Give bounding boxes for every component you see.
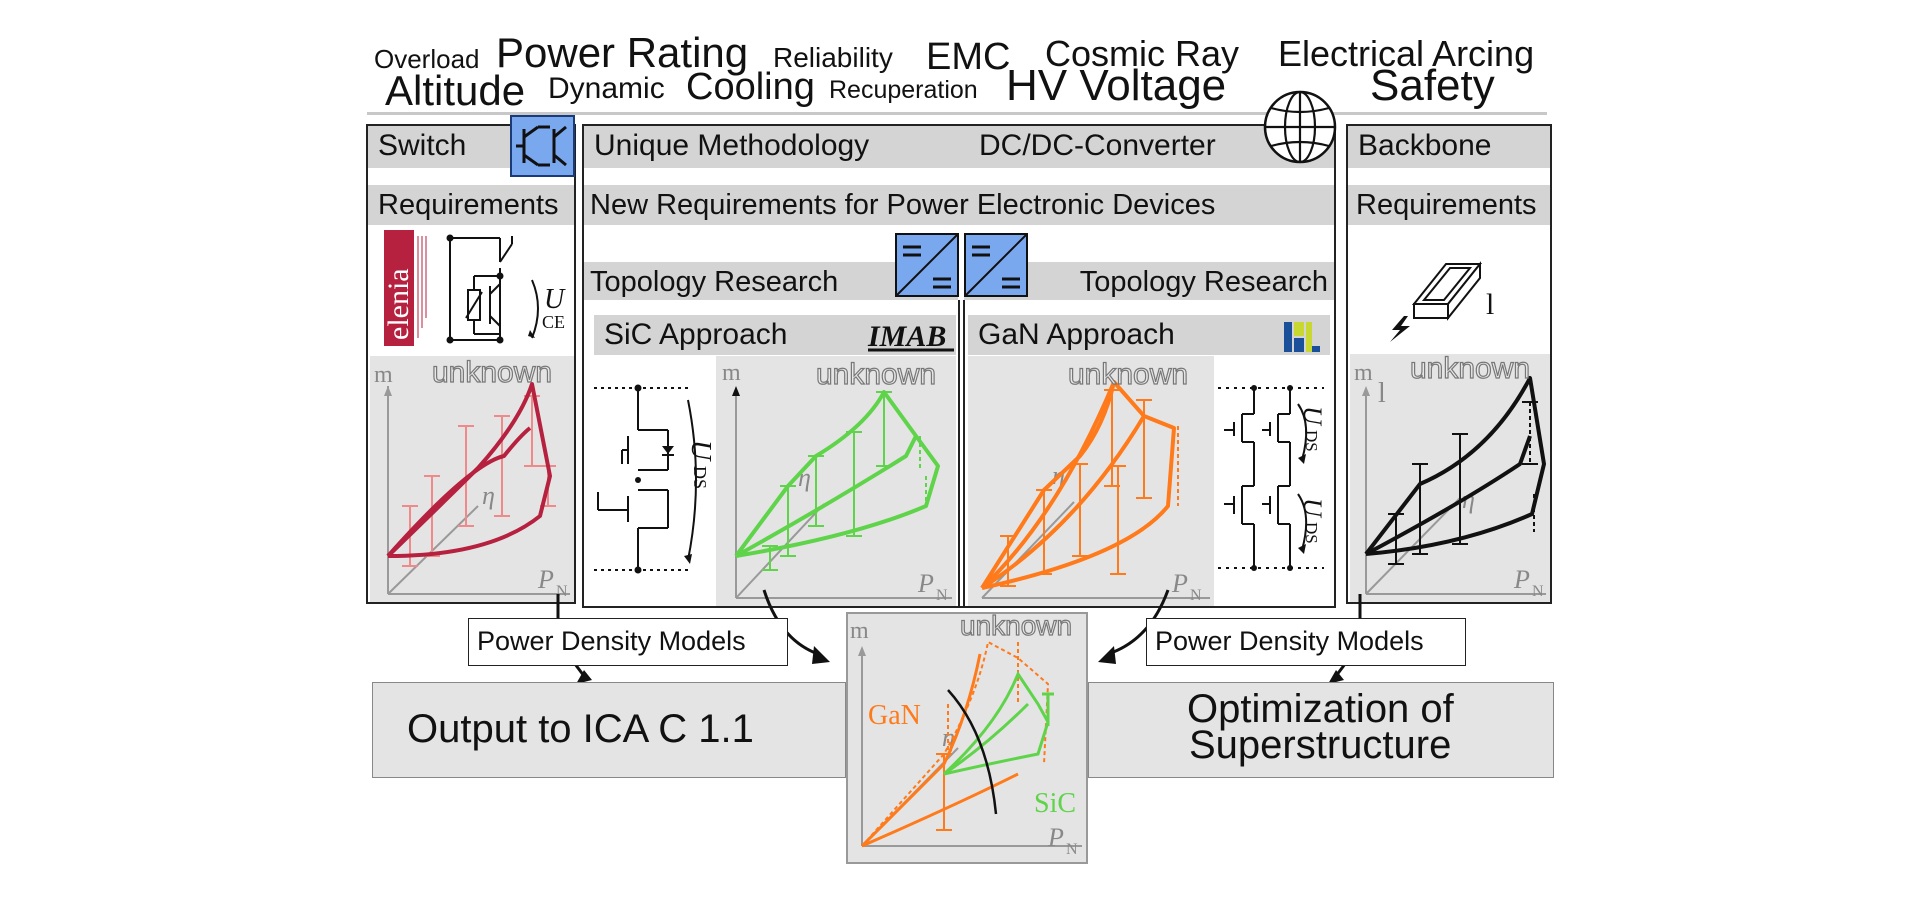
svg-text:N: N: [1532, 583, 1544, 600]
gan-halfbridge-schematic: [1214, 364, 1334, 578]
sic-approach-bar: SiC Approach: [594, 315, 956, 355]
svg-text:U: U: [1300, 406, 1327, 427]
sic-plot: m P N η: [716, 356, 956, 606]
dcdc-converter-icon-2: [964, 233, 1028, 297]
keyword-power-rating: Power Rating: [496, 29, 749, 76]
svg-text:m: m: [722, 360, 741, 386]
svg-text:GaN: GaN: [868, 700, 921, 731]
optimization-label-line2: Superstructure: [1189, 723, 1452, 767]
topology-divider: [958, 300, 960, 606]
svg-text:P: P: [1047, 823, 1064, 852]
svg-text:m: m: [850, 618, 869, 644]
optimization-bar: Optimization of Superstructure: [1088, 682, 1554, 778]
methodology-title-bar: Unique Methodology DC/DC-Converter: [584, 126, 1334, 168]
svg-text:P: P: [1513, 565, 1530, 594]
gan-institute-logo: [1282, 320, 1322, 354]
switch-plot: m P N η: [370, 356, 574, 602]
power-density-models-left: Power Density Models: [468, 618, 788, 666]
backbone-title-bar: Backbone: [1348, 126, 1550, 168]
sic-plot-unknown: unknown: [815, 357, 937, 391]
dcdc-converter-icon: [895, 233, 959, 297]
optimization-label-line1: Optimization of: [1187, 687, 1454, 731]
output-label: Output to ICA C 1.1: [407, 707, 754, 751]
svg-text:P: P: [1171, 569, 1188, 598]
gan-plot: P N η: [968, 356, 1214, 606]
imab-logo: IMAB: [866, 316, 956, 354]
svg-text:l: l: [1378, 378, 1386, 409]
keyword-altitude: Altitude: [385, 67, 526, 114]
dcdc-converter-title: DC/DC-Converter: [979, 129, 1216, 162]
methodology-title: Unique Methodology: [594, 129, 870, 162]
svg-text:elenia: elenia: [382, 268, 415, 340]
svg-text:P: P: [537, 565, 554, 594]
keyword-hv-voltage: HV Voltage: [1006, 61, 1227, 110]
svg-text:U: U: [544, 284, 566, 315]
svg-text:SiC: SiC: [1034, 788, 1076, 819]
keyword-dynamic: Dynamic: [548, 72, 665, 105]
power-density-models-right: Power Density Models: [1146, 618, 1466, 666]
svg-text:DS: DS: [1302, 522, 1321, 544]
topology-research-right-label: Topology Research: [1079, 266, 1328, 298]
svg-text:U: U: [1300, 498, 1327, 519]
keyword-electrical-arcing: Electrical Arcing: [1278, 33, 1535, 74]
topology-research-left: Topology Research: [584, 262, 958, 300]
topology-divider-right: [963, 300, 965, 606]
combined-plot: m P N η GaN SiC: [846, 612, 1088, 864]
gan-voltage-label-2: U DS: [1298, 498, 1330, 568]
busbar-icon: l: [1384, 254, 1514, 346]
svg-text:P: P: [917, 569, 934, 598]
backbone-plot: m l P N η: [1350, 354, 1550, 602]
keyword-cosmic-ray: Cosmic Ray: [1045, 33, 1240, 74]
combined-plot-unknown: unknown: [959, 609, 1073, 641]
svg-text:N: N: [936, 587, 948, 604]
gan-plot-unknown: unknown: [1067, 357, 1189, 391]
keyword-divider: [367, 112, 1547, 115]
keyword-cooling: Cooling: [686, 66, 815, 108]
svg-text:DS: DS: [1302, 430, 1321, 452]
elenia-logo: elenia: [380, 228, 432, 350]
svg-text:N: N: [1190, 587, 1202, 604]
backbone-plot-unknown: unknown: [1409, 351, 1531, 385]
svg-text:m: m: [1354, 360, 1373, 386]
svg-text:η: η: [482, 481, 495, 510]
igbt-schematic: U CE: [440, 228, 572, 350]
keyword-reliability: Reliability: [773, 42, 893, 73]
lightning-icon: [1386, 314, 1414, 344]
svg-text:U: U: [686, 440, 716, 462]
svg-text:N: N: [1066, 841, 1078, 858]
keyword-safety: Safety: [1370, 61, 1495, 110]
svg-text:CE: CE: [542, 312, 565, 332]
new-requirements-bar: New Requirements for Power Electronic De…: [584, 185, 1334, 225]
sic-mosfet-schematic: [588, 360, 712, 578]
svg-text:l: l: [1486, 288, 1494, 321]
switch-requirements-bar: Requirements: [368, 185, 574, 225]
gan-voltage-label-1: U DS: [1298, 406, 1330, 476]
sic-voltage-label: U DS: [685, 440, 716, 514]
output-bar: Output to ICA C 1.1: [372, 682, 846, 778]
gan-approach-bar: GaN Approach: [968, 315, 1330, 355]
switch-plot-unknown: unknown: [431, 355, 553, 389]
switch-icon: [510, 115, 575, 177]
svg-text:m: m: [374, 362, 393, 388]
keyword-recuperation: Recuperation: [829, 76, 978, 104]
globe-icon: [1262, 88, 1338, 166]
svg-text:DS: DS: [690, 466, 710, 489]
backbone-requirements-bar: Requirements: [1348, 185, 1550, 225]
keyword-emc: EMC: [926, 36, 1011, 78]
keyword-overload: Overload: [374, 44, 480, 74]
svg-text:IMAB: IMAB: [867, 320, 946, 353]
